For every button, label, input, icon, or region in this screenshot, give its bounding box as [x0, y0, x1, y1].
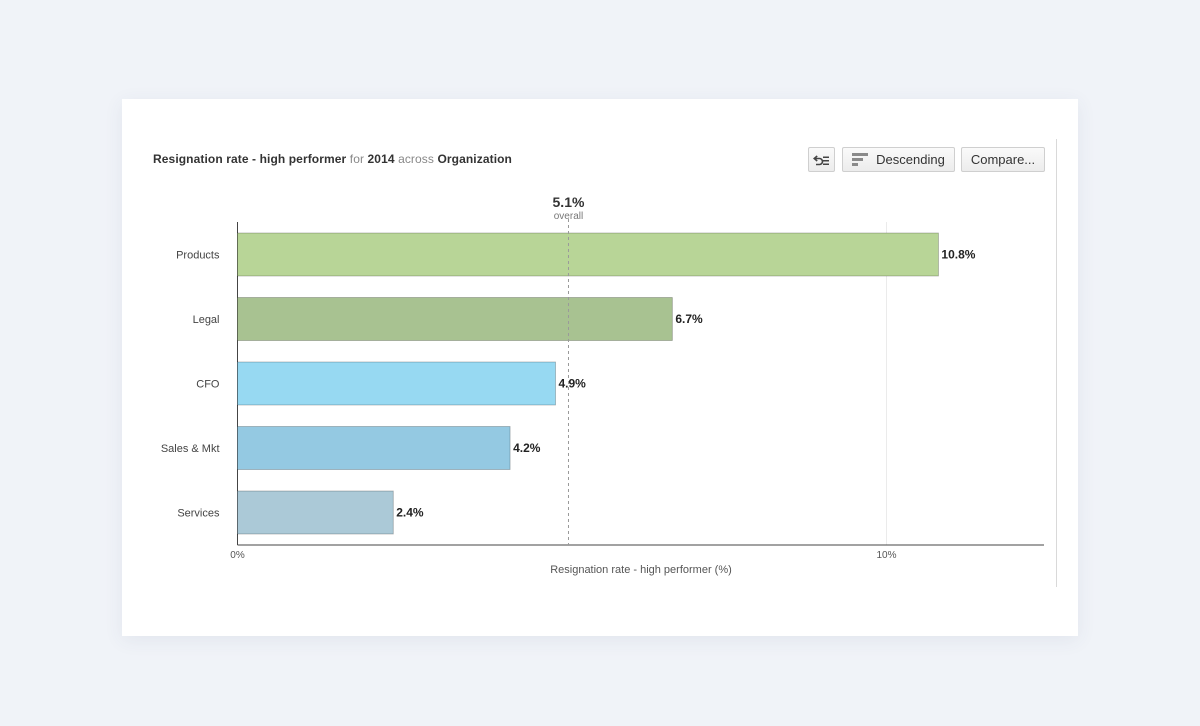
bar[interactable]: [237, 426, 511, 470]
value-label: 4.2%: [513, 441, 541, 455]
category-label: Products: [176, 250, 220, 262]
bar[interactable]: [237, 361, 556, 406]
sort-order-button[interactable]: Descending: [842, 147, 955, 172]
chart-title: Resignation rate - high performer for 20…: [153, 152, 512, 166]
value-label: 10.8%: [941, 248, 975, 262]
x-axis-title: Resignation rate - high performer (%): [550, 564, 732, 576]
bar[interactable]: [237, 232, 939, 277]
value-label: 6.7%: [675, 312, 703, 326]
category-label: Services: [177, 508, 220, 520]
title-for: for: [349, 152, 365, 166]
bar[interactable]: [237, 297, 673, 341]
title-across: across: [398, 152, 435, 166]
value-label: 4.9%: [559, 377, 587, 391]
category-label: CFO: [196, 379, 220, 391]
title-scope[interactable]: Organization: [437, 152, 512, 166]
category-label: Legal: [193, 314, 220, 326]
x-tick-label: 0%: [230, 550, 245, 561]
compare-button[interactable]: Compare...: [961, 147, 1045, 172]
bar[interactable]: [237, 490, 394, 535]
category-label: Sales & Mkt: [161, 443, 220, 455]
reference-sublabel: overall: [554, 211, 583, 222]
chart-card: Resignation rate - high performer for 20…: [122, 99, 1078, 636]
reset-sort-icon: [813, 154, 829, 165]
value-label: 2.4%: [396, 506, 424, 520]
sort-bars-icon: [852, 152, 869, 166]
reset-sort-button[interactable]: [808, 147, 835, 172]
panel-divider: [1056, 139, 1057, 587]
bar-chart: Products 10.8% Legal 6.7% CFO 4.9% Sales & Mkt…: [161, 194, 1044, 576]
x-tick-label: 10%: [876, 550, 896, 561]
title-metric: Resignation rate - high performer: [153, 152, 347, 166]
title-year[interactable]: 2014: [367, 152, 395, 166]
reference-value-label: 5.1%: [553, 194, 585, 210]
sort-order-label: Descending: [876, 152, 945, 167]
